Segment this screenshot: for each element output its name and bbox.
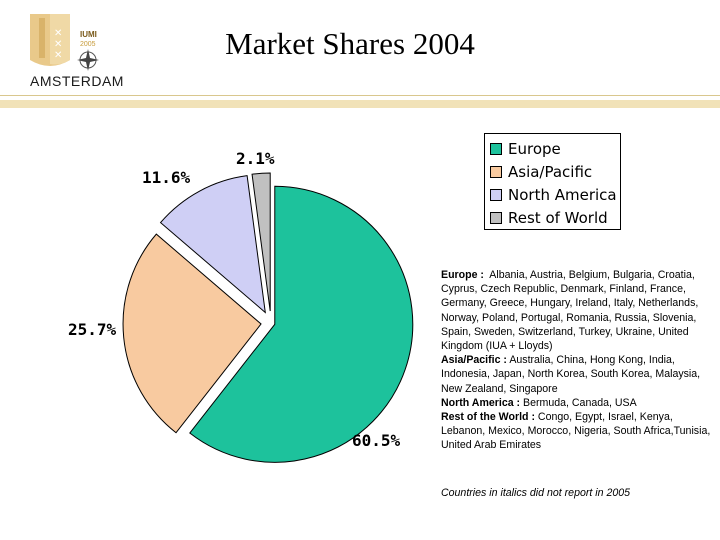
legend-swatch-rest-of-world xyxy=(490,211,502,224)
note-text-north-america: Bermuda, Canada, USA xyxy=(523,396,637,409)
logo-line2: 2005 xyxy=(80,41,96,48)
legend-label-europe: Europe xyxy=(508,139,561,158)
note-asia-pacific: Asia/Pacific : Australia, China, Hong Ko… xyxy=(441,353,716,396)
header-rule-thin xyxy=(0,95,720,96)
header-rule xyxy=(0,100,720,108)
slice-label-asia-pacific: 25.7% xyxy=(68,320,117,339)
slice-label-north-america: 11.6% xyxy=(142,168,191,187)
pie-slice-rest-of-world xyxy=(251,172,271,312)
chart-legend: Europe Asia/Pacific North America Rest o… xyxy=(484,133,621,230)
svg-text:✕: ✕ xyxy=(54,39,62,50)
svg-text:✕: ✕ xyxy=(54,28,62,39)
legend-swatch-asia-pacific xyxy=(490,165,502,178)
legend-label-asia-pacific: Asia/Pacific xyxy=(508,162,593,181)
legend-item-north-america: North America xyxy=(490,183,620,206)
note-text-asia-pacific: Australia, China, Hong Kong, India, Indo… xyxy=(441,354,701,395)
note-text-europe: Albania, Austria, Belgium, Bulgaria, Cro… xyxy=(441,269,699,353)
legend-item-europe: Europe xyxy=(490,137,620,160)
iumi-logo-graphic: ✕✕✕ IUMI 2005 xyxy=(30,14,99,71)
note-label-north-america: North America : xyxy=(441,396,521,409)
note-label-rest-of-world: Rest of the World : xyxy=(441,411,535,424)
legend-label-rest-of-world: Rest of World xyxy=(508,208,608,227)
svg-text:✕: ✕ xyxy=(54,50,62,61)
slice-label-europe: 60.5% xyxy=(352,431,401,450)
note-label-asia-pacific: Asia/Pacific : xyxy=(441,354,507,367)
note-rest-of-world: Rest of the World : Congo, Egypt, Israel… xyxy=(441,410,716,453)
compass-icon xyxy=(77,49,99,71)
note-europe: Europe : Albania, Austria, Belgium, Bulg… xyxy=(441,268,716,353)
legend-swatch-north-america xyxy=(490,188,502,201)
logo-city: AMSTERDAM xyxy=(30,73,124,89)
footnote: Countries in italics did not report in 2… xyxy=(441,487,631,499)
pie-slice-europe xyxy=(189,185,414,463)
legend-label-north-america: North America xyxy=(508,185,617,204)
pie-slice-north-america xyxy=(159,175,266,314)
logo-line1: IUMI xyxy=(80,30,97,39)
legend-swatch-europe xyxy=(490,142,502,155)
note-label-europe: Europe : xyxy=(441,269,484,281)
region-notes: Europe : Albania, Austria, Belgium, Bulg… xyxy=(441,268,716,453)
note-north-america: North America : Bermuda, Canada, USA xyxy=(441,396,716,410)
slice-label-rest-of-world: 2.1% xyxy=(236,149,275,168)
iumi-logo: ✕ ✕ ✕ IUMI 2005 xyxy=(28,10,118,92)
note-text-rest-of-world: Congo, Egypt, Israel, Kenya, Lebanon, Me… xyxy=(441,411,711,452)
pie-slice-asia-pacific xyxy=(122,233,262,434)
legend-item-asia-pacific: Asia/Pacific xyxy=(490,160,620,183)
page-title: Market Shares 2004 xyxy=(225,26,475,61)
legend-item-rest-of-world: Rest of World xyxy=(490,206,620,229)
